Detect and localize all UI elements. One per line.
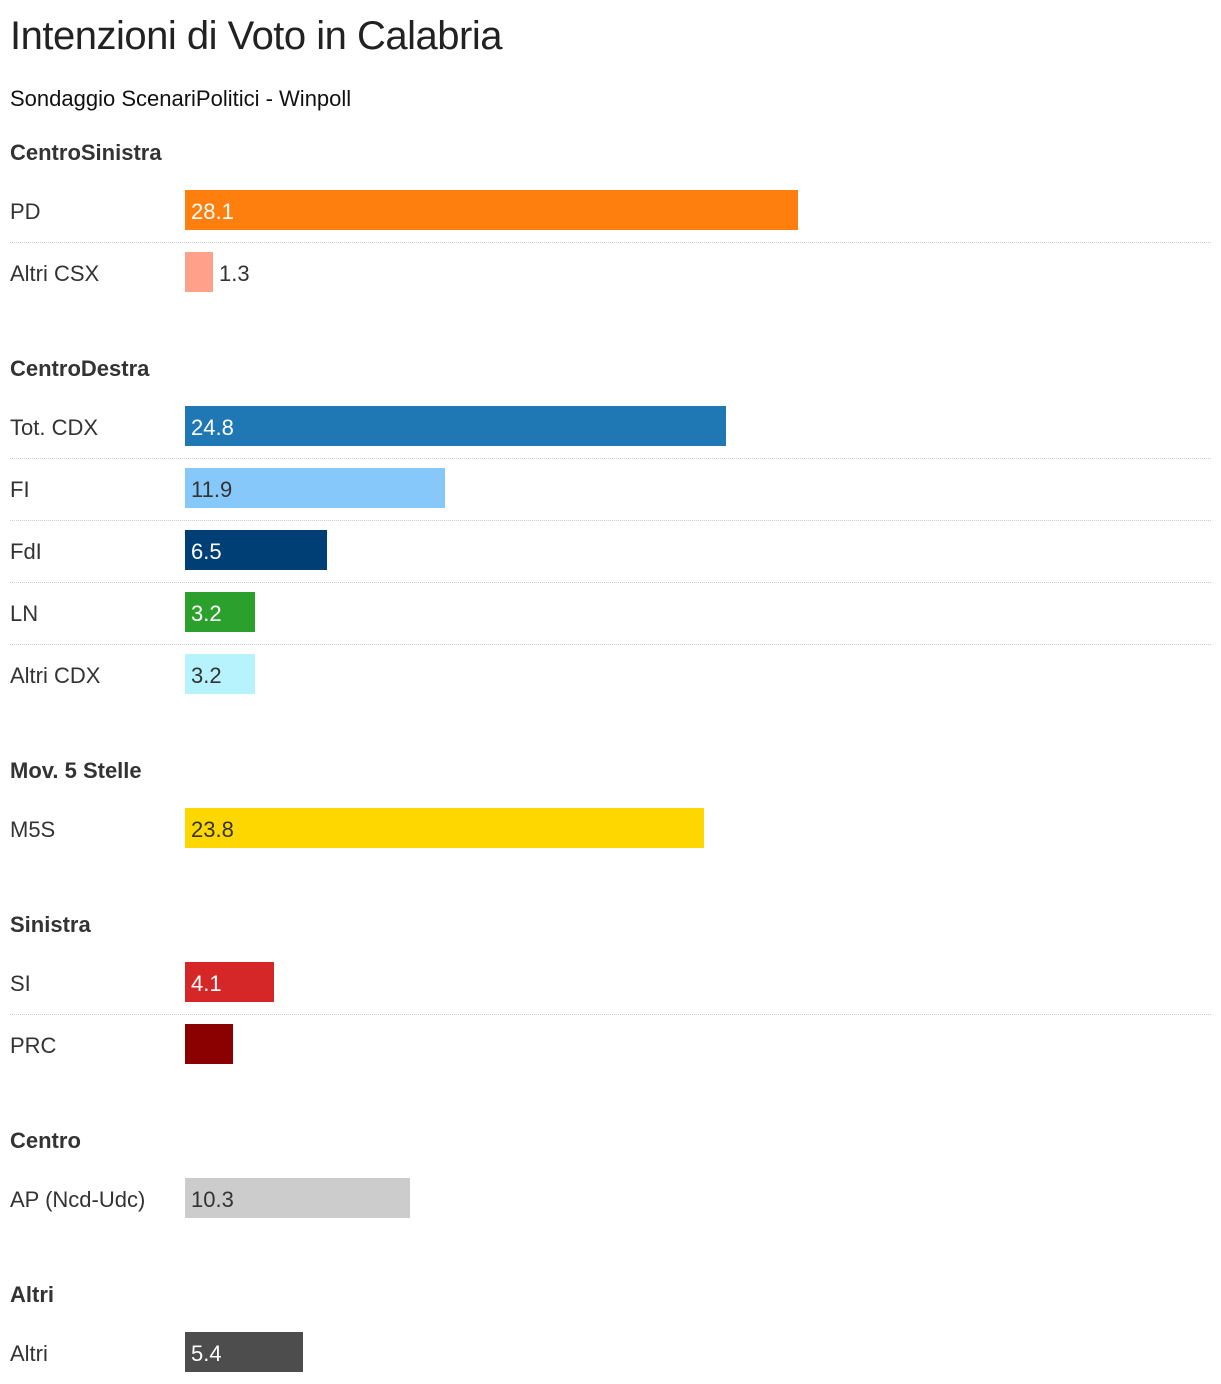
bar-row: PRC 2.2 xyxy=(10,1014,1211,1076)
bar-row: AP (Ncd-Udc) 10.3 xyxy=(10,1168,1211,1230)
bar xyxy=(185,190,798,230)
bar xyxy=(185,530,327,570)
bar xyxy=(185,962,274,1002)
bar xyxy=(185,406,726,446)
bar-row: M5S 23.8 xyxy=(10,798,1211,860)
bar-row: SI 4.1 xyxy=(10,952,1211,1015)
bar-row: FdI 6.5 xyxy=(10,520,1211,583)
bar xyxy=(185,592,255,632)
group-title: Altri xyxy=(10,1282,54,1307)
group-title: Centro xyxy=(10,1128,81,1153)
bar-row: PD 28.1 xyxy=(10,180,1211,243)
bar-label: PD xyxy=(10,199,41,224)
bar-value-label: 5.4 xyxy=(191,1341,222,1366)
bar-row: FI 11.9 xyxy=(10,458,1211,521)
bar-label: Tot. CDX xyxy=(10,415,99,440)
bar xyxy=(185,808,704,848)
bar-row: Altri CDX 3.2 xyxy=(10,644,1211,706)
chart-subtitle: Sondaggio ScenariPolitici - Winpoll xyxy=(10,86,352,111)
bar-value-label: 6.5 xyxy=(191,539,222,564)
bar-label: AP (Ncd-Udc) xyxy=(10,1187,146,1212)
bar-value-label: 10.3 xyxy=(191,1187,234,1212)
bar-value-label: 2.2 xyxy=(239,1033,270,1058)
bar-row: Tot. CDX 24.8 xyxy=(10,396,1211,459)
bar-value-label: 24.8 xyxy=(191,415,234,440)
group-title: CentroDestra xyxy=(10,356,150,381)
group-title: Sinistra xyxy=(10,912,91,937)
bar-label: M5S xyxy=(10,817,56,842)
bar xyxy=(185,468,445,508)
bar-label: Altri CSX xyxy=(10,261,100,286)
bar-row: Altri CSX 1.3 xyxy=(10,242,1211,304)
bar-row: Altri 5.4 xyxy=(10,1322,1211,1384)
bar xyxy=(185,1024,233,1064)
bar-value-label: 11.9 xyxy=(191,477,233,502)
bar-label: LN xyxy=(10,601,39,626)
bar-label: PRC xyxy=(10,1033,57,1058)
bar-label: Altri xyxy=(10,1341,48,1366)
chart-title: Intenzioni di Voto in Calabria xyxy=(10,14,503,58)
bar-value-label: 23.8 xyxy=(191,817,234,842)
bar-value-label: 28.1 xyxy=(191,199,234,224)
bar-label: FI xyxy=(10,477,30,502)
group-title: CentroSinistra xyxy=(10,140,162,165)
bar-value-label: 4.1 xyxy=(191,971,222,996)
bar-label: SI xyxy=(10,971,31,996)
bar xyxy=(185,252,213,292)
bar-label: FdI xyxy=(10,539,42,564)
bar xyxy=(185,1178,410,1218)
group-title: Mov. 5 Stelle xyxy=(10,758,142,783)
bar-label: Altri CDX xyxy=(10,663,101,688)
bar-value-label: 3.2 xyxy=(191,663,222,688)
bar xyxy=(185,654,255,694)
bar-value-label: 3.2 xyxy=(191,601,222,626)
bar-row: LN 3.2 xyxy=(10,582,1211,645)
bar-value-label: 1.3 xyxy=(219,261,250,286)
